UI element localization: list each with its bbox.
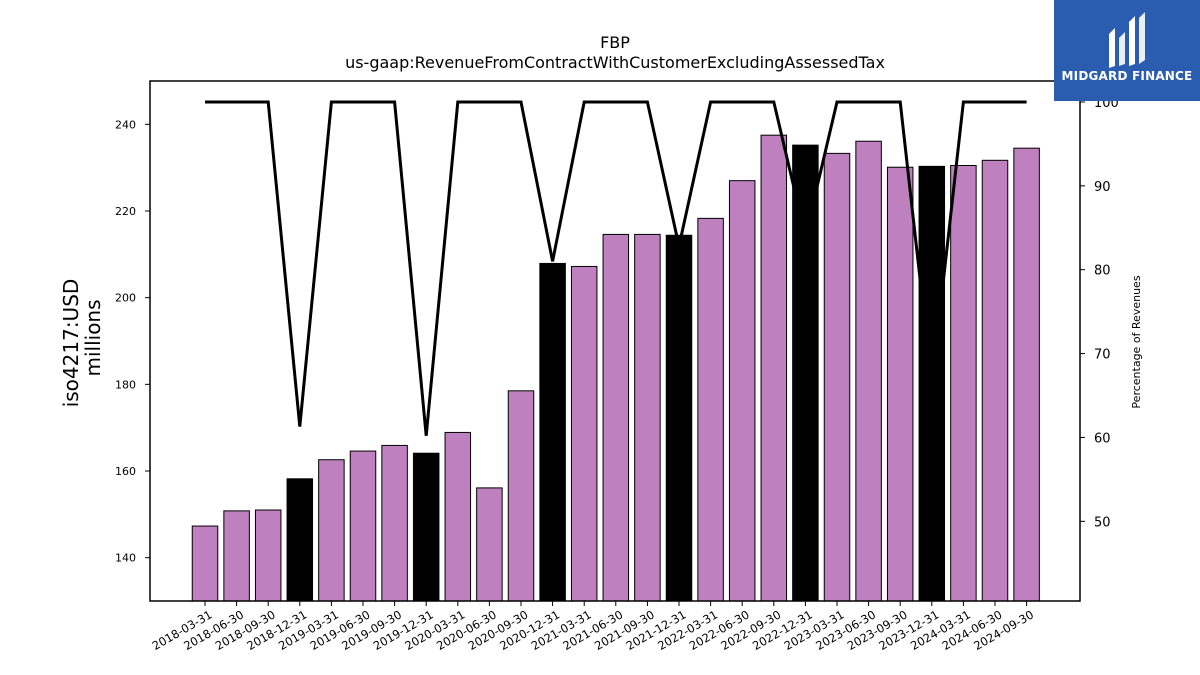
bar-2018-09-30 [254,509,282,602]
bar-2024-06-30 [981,159,1009,602]
bar-2021-03-31 [570,265,598,602]
bar-2018-06-30 [223,510,250,602]
y-tick-label: 220 [115,205,136,218]
bar-2022-12-31 [792,144,819,602]
logo-mark-icon [1109,12,1145,68]
y-tick-label: 200 [115,292,136,305]
bar-2024-09-30 [1013,147,1040,602]
logo-text: MIDGARD FINANCE [1061,69,1193,83]
bar-2022-06-30 [728,180,756,602]
bar-2021-09-30 [634,233,661,602]
y-tick-label: 140 [115,552,136,565]
bar-2022-09-30 [760,134,788,602]
bar-2019-06-30 [349,450,377,602]
bars-group [191,134,1040,602]
y-axis-ticks: 140 160 180 200 220 240 [115,118,150,565]
y-tick-label: 160 [115,465,136,478]
plot-frame [149,80,1081,602]
percentage-line [205,100,1027,436]
bar-2023-09-30 [886,166,914,602]
bar-2021-12-31 [665,234,693,602]
bar-2020-03-31 [444,431,472,602]
bar-2019-09-30 [381,444,408,602]
bar-2023-03-31 [823,152,851,602]
bar-2019-03-31 [318,459,345,602]
y-tick-label: 240 [115,118,136,131]
x-axis-ticks: 2018-03-312018-06-302018-09-302018-12-31… [150,601,1036,653]
bar-2019-12-31 [412,452,440,602]
y2-tick-label: 90 [1094,180,1111,195]
bar-2018-03-31 [191,525,219,602]
y-axis-label-units: millions [81,299,105,376]
y-axis-label: iso4217:USD [59,279,83,408]
chart-subtitle: us-gaap:RevenueFromContractWithCustomerE… [345,53,885,72]
y2-tick-label: 70 [1094,348,1111,363]
bar-2020-09-30 [507,390,535,602]
brand-logo: MIDGARD FINANCE [1054,0,1200,101]
y2-tick-label: 50 [1094,515,1111,530]
bar-2024-03-31 [950,165,977,602]
bar-2023-06-30 [855,140,882,602]
y-tick-label: 180 [115,378,136,391]
y2-axis-label: Percentage of Revenues [1130,275,1143,408]
y2-tick-label: 80 [1094,264,1111,279]
chart-title: FBP [600,33,630,52]
bar-2022-03-31 [697,217,724,602]
line-group [205,100,1027,436]
bar-2018-12-31 [286,478,314,602]
bar-2020-06-30 [476,487,503,602]
bar-2021-06-30 [602,233,630,602]
bar-2020-12-31 [539,262,566,602]
y2-tick-label: 60 [1094,431,1111,446]
